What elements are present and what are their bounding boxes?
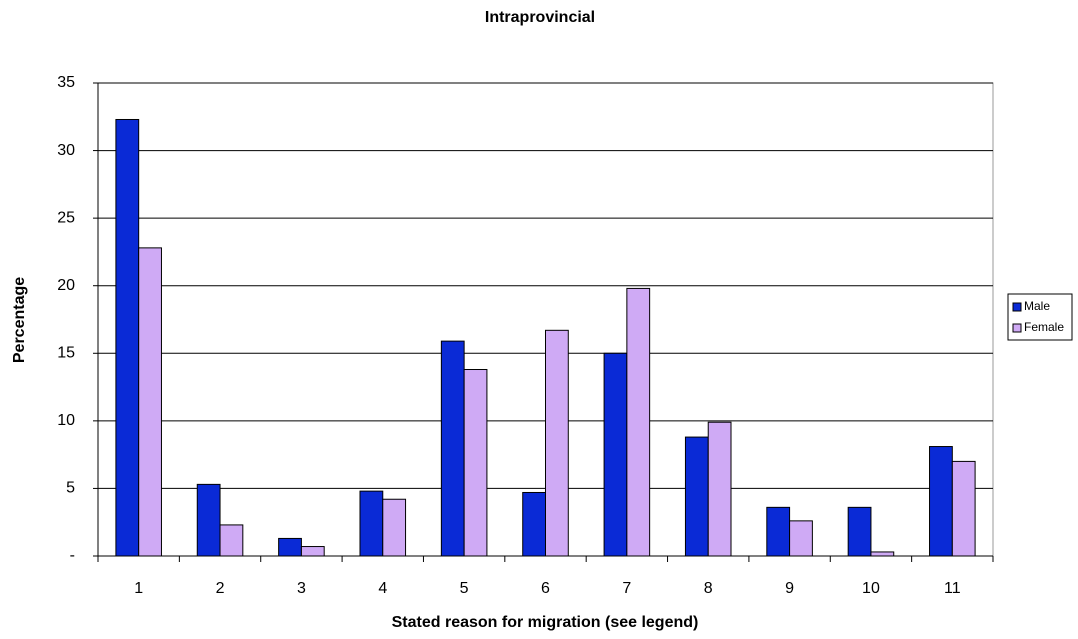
- bar: [766, 506, 791, 557]
- bar: [847, 506, 872, 557]
- x-tick-label: 8: [704, 580, 713, 597]
- bar: [278, 537, 302, 557]
- y-axis-title: Percentage: [11, 277, 28, 363]
- y-tick-label: 20: [57, 277, 75, 294]
- bar: [138, 247, 162, 557]
- y-tick-label: 35: [57, 74, 75, 91]
- bar: [707, 421, 732, 557]
- bar: [300, 546, 325, 557]
- bar: [603, 352, 628, 557]
- bar: [870, 551, 895, 557]
- x-tick-label: 11: [944, 580, 961, 597]
- x-tick-label: 2: [216, 580, 225, 597]
- y-tick-label: 5: [66, 480, 75, 497]
- legend-label: Male: [1024, 299, 1050, 313]
- bar: [463, 369, 488, 557]
- y-tick-label: 10: [57, 412, 75, 429]
- legend-swatch: [1012, 323, 1022, 333]
- bar: [115, 118, 140, 557]
- x-tick-label: 9: [785, 580, 794, 597]
- x-tick-label: 4: [378, 580, 387, 597]
- legend-swatch: [1012, 302, 1022, 312]
- bar: [219, 524, 244, 557]
- bar: [440, 340, 465, 557]
- y-tick-label: 30: [57, 142, 75, 159]
- x-tick-label: 3: [297, 580, 306, 597]
- y-tick-label: 25: [57, 209, 75, 226]
- y-tick-label: 15: [57, 345, 75, 362]
- x-tick-label: 7: [622, 580, 631, 597]
- bar: [545, 329, 569, 557]
- chart-title: Intraprovincial: [485, 9, 595, 26]
- bar: [522, 491, 547, 557]
- x-axis-title: Stated reason for migration (see legend): [392, 614, 699, 631]
- bar: [929, 446, 953, 557]
- bar: [684, 436, 709, 557]
- bar: [359, 490, 384, 557]
- legend-label: Female: [1024, 320, 1064, 334]
- bar: [789, 520, 813, 557]
- bar: [382, 498, 407, 557]
- y-tick-label: -: [70, 547, 75, 564]
- x-tick-label: 1: [134, 580, 143, 597]
- bar: [951, 460, 976, 557]
- x-tick-label: 6: [541, 580, 550, 597]
- x-tick-label: 5: [460, 580, 469, 597]
- bar: [626, 287, 651, 557]
- x-tick-label: 10: [862, 580, 880, 597]
- bar: [196, 483, 221, 557]
